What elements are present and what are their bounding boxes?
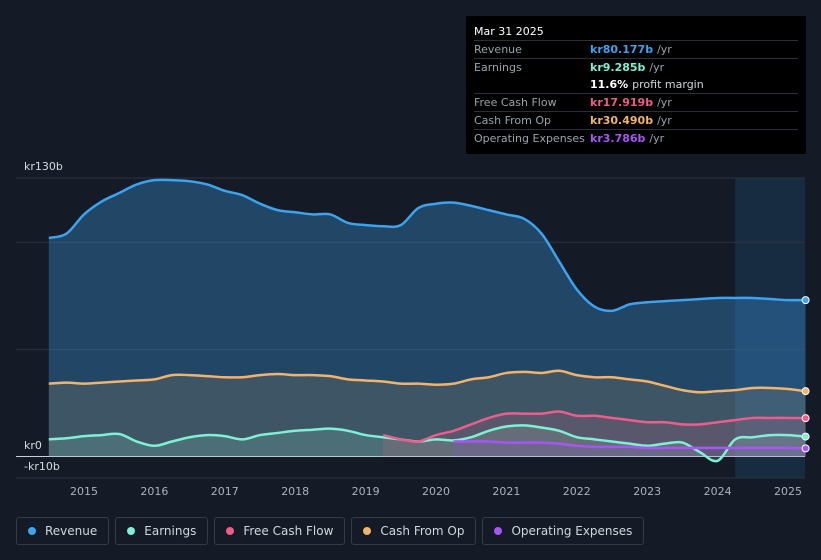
y-label-bottom: -kr10b [24, 460, 60, 473]
legend-label: Free Cash Flow [243, 524, 334, 538]
cash-from-op-area [48, 370, 806, 457]
y-label-zero: kr0 [24, 439, 42, 452]
tooltip-row-value: kr30.490b [590, 113, 654, 127]
free-cash-flow-area [383, 411, 806, 457]
cash-from-op-end-point [801, 387, 810, 396]
earnings-line [48, 424, 806, 463]
legend-label: Revenue [45, 524, 98, 538]
x-tick-label: 2017 [211, 485, 239, 498]
legend-dot-icon [28, 527, 36, 535]
free-cash-flow-end-point [801, 414, 810, 423]
revenue-end-point [801, 296, 810, 305]
legend-item-operating-expenses[interactable]: Operating Expenses [482, 517, 645, 545]
tooltip-row-unit: /yr [657, 42, 672, 56]
earnings-area [48, 425, 806, 462]
tooltip-row: Earnings kr9.285b/yr [474, 58, 798, 76]
tooltip-row-unit: /yr [649, 131, 665, 145]
chart-legend: Revenue Earnings Free Cash Flow Cash From O… [16, 517, 645, 547]
x-tick-label: 2018 [281, 485, 309, 498]
tooltip-row-label: Cash From Op [474, 113, 552, 127]
tooltip-row: Cash From Op kr30.490b/yr [474, 111, 798, 129]
tooltip-row: Operating Expenses kr3.786b/yr [474, 129, 798, 147]
legend-label: Cash From Op [380, 524, 465, 538]
tooltip-row-value: kr3.786b [590, 131, 646, 145]
legend-label: Operating Expenses [511, 524, 633, 538]
tooltip-row: Free Cash Flow kr17.919b/yr [474, 93, 798, 111]
x-tick-label: 2016 [140, 485, 168, 498]
free-cash-flow-line [382, 410, 806, 443]
forecast-highlight [735, 178, 805, 478]
tooltip-row-label: Operating Expenses [474, 131, 585, 145]
legend-dot-icon [127, 527, 136, 535]
tooltip-row-value: kr17.919b [590, 95, 654, 109]
legend-dot-icon [494, 527, 503, 535]
legend-dot-icon [363, 527, 372, 535]
tooltip-row-unit: /yr [657, 113, 672, 127]
legend-dot-icon [226, 527, 235, 535]
x-tick-label: 2024 [704, 485, 732, 498]
tooltip-row-label: Revenue [474, 42, 522, 56]
legend-item-earnings[interactable]: Earnings [115, 517, 209, 545]
tooltip-date: Mar 31 2025 [474, 25, 544, 38]
y-label-top: kr130b [24, 160, 63, 173]
legend-label: Earnings [144, 524, 197, 538]
tooltip-row-value: kr80.177b [590, 42, 654, 56]
x-tick-label: 2023 [633, 485, 661, 498]
revenue-line [48, 178, 806, 313]
earnings-end-point [801, 432, 810, 441]
operating-expenses-line [453, 440, 806, 450]
operating-expenses-end-point [801, 444, 810, 453]
tooltip-row-label: Free Cash Flow [474, 95, 557, 109]
x-tick-label: 2020 [422, 485, 450, 498]
tooltip-row-value: kr9.285b [590, 60, 646, 74]
legend-item-free-cash-flow[interactable]: Free Cash Flow [214, 517, 346, 545]
tooltip-row-value: 11.6% [590, 77, 629, 91]
revenue-area [48, 179, 806, 457]
data-tooltip: Mar 31 2025 Revenue kr80.177b/yr Earnings k… [466, 16, 806, 154]
x-tick-label: 2025 [774, 485, 802, 498]
legend-item-cash-from-op[interactable]: Cash From Op [351, 517, 477, 545]
tooltip-row-unit: /yr [657, 95, 672, 109]
cash-from-op-line [48, 369, 806, 394]
x-tick-label: 2022 [563, 485, 591, 498]
legend-item-revenue[interactable]: Revenue [16, 517, 110, 545]
tooltip-row: 11.6% profit margin [474, 76, 798, 93]
x-tick-label: 2021 [492, 485, 520, 498]
chart-canvas: 2015 2016 2017 2018 2019 2020 2021 2022 2023 2024… [16, 160, 810, 498]
tooltip-row-unit: profit margin [632, 77, 704, 91]
tooltip-row: Revenue kr80.177b/yr [474, 40, 798, 58]
tooltip-row-label: Earnings [474, 60, 522, 74]
tooltip-row-unit: /yr [649, 60, 665, 74]
x-tick-label: 2019 [352, 485, 380, 498]
x-tick-label: 2015 [70, 485, 98, 498]
operating-expenses-area [453, 441, 806, 457]
